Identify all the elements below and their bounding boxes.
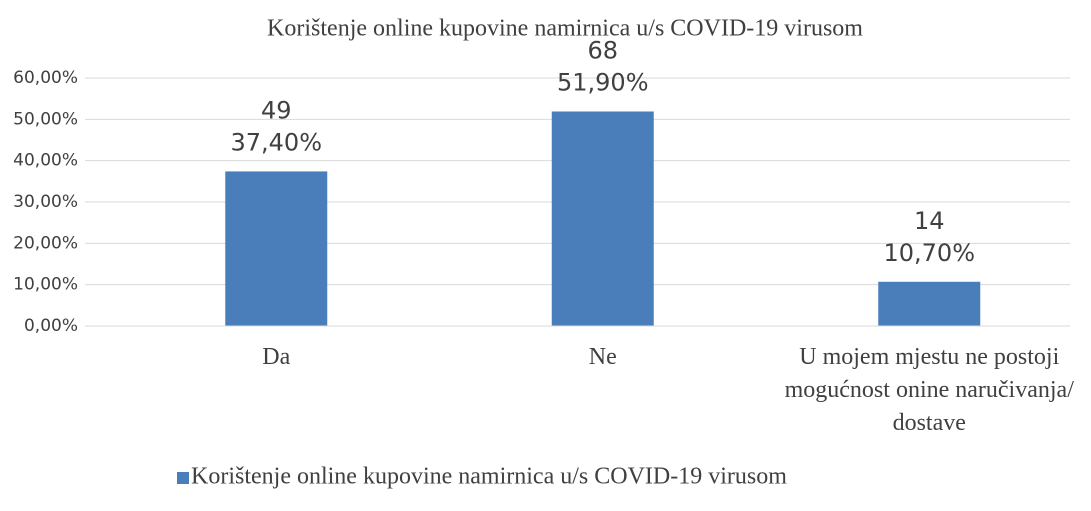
bar: [225, 171, 328, 326]
x-tick-label: Ne: [589, 344, 617, 370]
chart-title: Korištenje online kupovine namirnica u/s…: [267, 16, 863, 42]
x-tick-label: Da: [262, 344, 290, 370]
y-tick-label: 10,00%: [13, 275, 78, 295]
y-tick-label: 60,00%: [13, 68, 78, 88]
legend-swatch: [177, 472, 189, 484]
bar: [551, 111, 654, 326]
data-label: 10,70%: [883, 239, 975, 267]
y-tick-label: 40,00%: [13, 151, 78, 171]
data-label-count: 14: [914, 207, 945, 235]
data-label-count: 49: [261, 96, 292, 124]
data-label: 51,90%: [557, 68, 649, 96]
y-tick-label: 20,00%: [13, 233, 78, 253]
x-tick-label: U mojem mjestu ne postoji mogućnost onine…: [785, 344, 1075, 436]
legend-label: Korištenje online kupovine namirnica u/s…: [191, 464, 787, 490]
bar: [878, 281, 981, 326]
y-tick-label: 30,00%: [13, 192, 78, 212]
data-label-count: 68: [587, 36, 618, 64]
data-label: 37,40%: [230, 128, 322, 156]
y-tick-label: 0,00%: [24, 316, 78, 336]
y-tick-label: 50,00%: [13, 109, 78, 129]
